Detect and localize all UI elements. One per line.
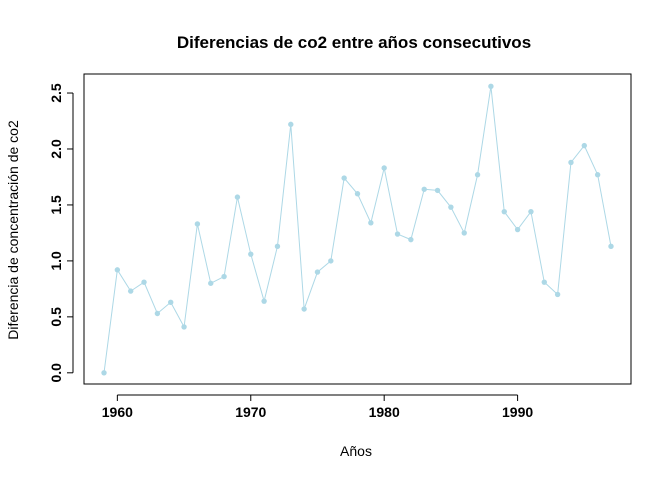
data-point <box>328 258 334 264</box>
data-point <box>568 159 574 166</box>
x-tick-label: 1960 <box>102 404 133 420</box>
data-point <box>274 243 281 250</box>
data-point <box>301 306 307 312</box>
data-point <box>528 208 534 215</box>
data-point <box>514 226 521 233</box>
y-tick-label: 0.5 <box>48 307 64 327</box>
series-line <box>103 86 612 373</box>
data-point <box>288 121 294 128</box>
y-tick-label: 1.0 <box>48 251 64 271</box>
data-point <box>181 324 187 330</box>
data-point <box>501 208 507 215</box>
y-axis: 0.0 0.5 1.0 1.5 2.0 2.5 <box>48 83 74 383</box>
data-point <box>594 172 601 178</box>
chart-title: Diferencias de co2 entre años consecutiv… <box>177 33 531 52</box>
y-tick-label: 1.5 <box>48 195 64 215</box>
series-layer <box>101 83 614 376</box>
y-tick-label: 2.5 <box>48 83 64 103</box>
y-axis-label: Diferencia de concentración de co2 <box>5 120 21 340</box>
data-point <box>434 187 441 194</box>
x-tick-label: 1980 <box>369 404 400 420</box>
x-tick-label: 1970 <box>235 404 266 420</box>
x-axis-label: Años <box>340 443 372 459</box>
data-point <box>234 194 241 200</box>
y-tick-label: 0.0 <box>48 363 64 383</box>
data-point <box>168 299 174 306</box>
x-axis: 1960 1970 1980 1990 <box>102 394 533 420</box>
data-point <box>141 279 147 285</box>
data-point <box>554 291 561 298</box>
data-point <box>368 220 374 226</box>
data-point <box>474 172 481 178</box>
data-point <box>488 83 494 90</box>
data-point <box>461 230 467 236</box>
data-point <box>314 269 321 275</box>
data-point <box>381 165 387 171</box>
data-point <box>408 236 414 243</box>
data-point <box>394 231 401 237</box>
data-point <box>221 273 227 280</box>
data-point <box>208 280 214 286</box>
y-tick-label: 2.0 <box>48 139 64 159</box>
data-point <box>248 251 254 257</box>
data-point <box>114 267 121 273</box>
data-point <box>354 191 361 197</box>
data-point <box>101 370 107 376</box>
data-point <box>127 288 134 294</box>
plot-area-frame <box>83 73 632 385</box>
data-point <box>608 243 614 250</box>
data-point <box>448 204 454 210</box>
data-point <box>194 221 201 227</box>
data-point <box>421 186 427 192</box>
x-tick-label: 1990 <box>502 404 533 420</box>
data-point <box>581 142 588 149</box>
data-point <box>154 310 161 317</box>
data-point <box>541 279 547 285</box>
data-point <box>261 298 267 304</box>
data-point <box>341 175 347 181</box>
